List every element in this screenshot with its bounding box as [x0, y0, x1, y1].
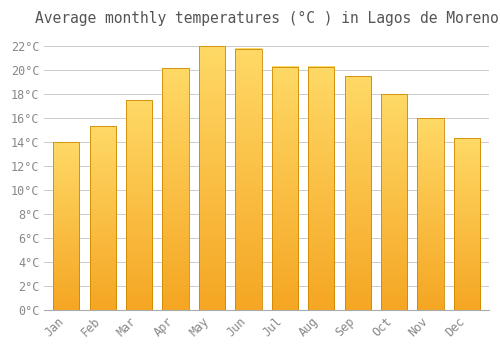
Bar	[236, 49, 262, 310]
Bar	[454, 139, 480, 310]
Bar	[162, 68, 188, 310]
Bar	[199, 46, 225, 310]
Bar	[344, 76, 371, 310]
Bar	[381, 94, 407, 310]
Bar	[308, 66, 334, 310]
Bar	[272, 66, 298, 310]
Title: Average monthly temperatures (°C ) in Lagos de Moreno: Average monthly temperatures (°C ) in La…	[35, 11, 498, 26]
Bar	[90, 126, 116, 310]
Bar	[418, 118, 444, 310]
Bar	[53, 142, 80, 310]
Bar	[126, 100, 152, 310]
